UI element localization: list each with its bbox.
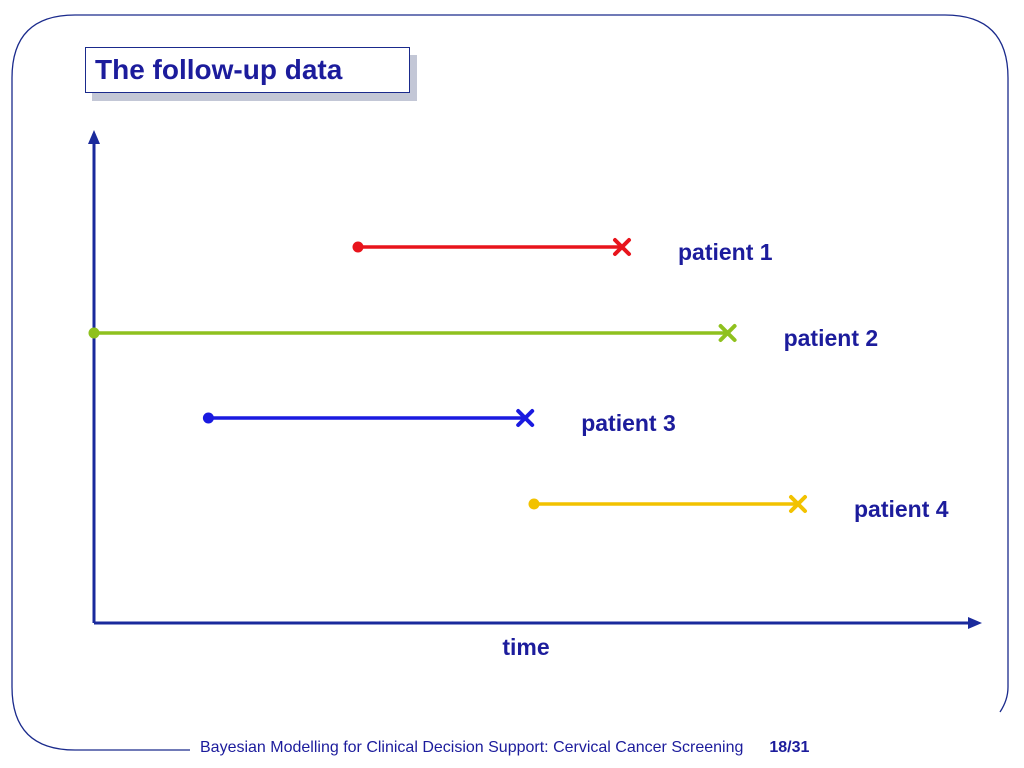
patient-1-end-cross: [613, 238, 631, 256]
patient-2-start-dot: [88, 327, 100, 339]
footer-text: Bayesian Modelling for Clinical Decision…: [200, 739, 744, 756]
page-number: 18/31: [769, 739, 810, 756]
patient-4-start-dot: [528, 498, 540, 510]
patient-3-label: patient 3: [581, 410, 676, 436]
slide-title: The follow-up data: [95, 54, 343, 85]
patient-4-label: patient 4: [854, 496, 949, 522]
slide-footer: Bayesian Modelling for Clinical Decision…: [200, 737, 960, 759]
patient-3-end-cross: [516, 409, 535, 427]
patient-2-label: patient 2: [784, 325, 879, 351]
time-axis-label: time: [502, 634, 549, 660]
title-box: The follow-up data: [85, 47, 410, 93]
patient-4-end-cross: [789, 495, 807, 513]
y-axis-arrowhead: [88, 130, 100, 144]
patient-2-end-cross: [718, 324, 737, 342]
patient-1-label: patient 1: [678, 239, 773, 265]
x-axis-arrowhead: [968, 617, 982, 629]
patient-3-start-dot: [202, 412, 214, 424]
follow-up-diagram: time patient 1 patient 2 patient 3 patient 4: [88, 130, 982, 660]
slide-frame: [11, 14, 1009, 751]
patient-1-start-dot: [352, 241, 364, 253]
